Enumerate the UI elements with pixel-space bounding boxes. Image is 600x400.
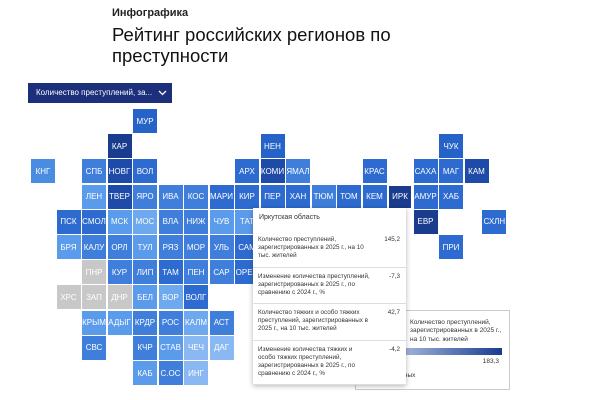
region-tile[interactable]: АРХ (235, 159, 259, 184)
region-tile[interactable]: КУР (107, 260, 132, 285)
region-tile[interactable]: УЛЬ (209, 235, 234, 259)
region-tile[interactable]: ТУЛ (133, 235, 157, 259)
region-tile[interactable]: ВЛА (158, 209, 183, 234)
region-tile[interactable]: БРЯ (56, 235, 81, 259)
region-tile[interactable]: НИЖ (184, 209, 208, 234)
region-tile[interactable]: ХАН (286, 184, 310, 209)
region-tile[interactable]: ПНР (82, 260, 106, 285)
region-tile[interactable]: С.ОС (158, 361, 183, 385)
tooltip-title: Иркутская область (259, 214, 320, 221)
region-tile[interactable]: ХРС (56, 285, 81, 310)
chevron (158, 90, 167, 96)
region-tile[interactable]: ИВА (158, 184, 183, 209)
region-tile[interactable]: ЯРО (133, 184, 157, 209)
row-value: -7,3 (389, 272, 400, 280)
tooltip: Иркутская область Количество преступлени… (253, 208, 406, 386)
region-tile[interactable]: СВС (82, 335, 106, 360)
region-tile[interactable]: КАМ (464, 159, 489, 184)
row-label: Изменение количества преступлений, зарег… (258, 272, 370, 296)
region-tile[interactable]: ВОЛ (133, 159, 157, 184)
region-tile[interactable]: СМОЛ (82, 209, 106, 234)
row-value: -4,2 (389, 345, 400, 353)
region-tile[interactable]: ТОМ (337, 184, 361, 209)
region-tile[interactable]: ПСК (56, 209, 81, 234)
region-tile[interactable]: ДНР (107, 285, 132, 310)
region-tile[interactable]: ОРЛ (107, 235, 132, 259)
region-tile[interactable]: МСК (107, 209, 132, 234)
tooltip-row: Изменение количества тяжких и особо тяжк… (253, 341, 406, 386)
row-label: Количество тяжких и особо тяжких преступ… (258, 309, 369, 333)
region-tile[interactable]: ЕВР (413, 209, 438, 234)
region-tile[interactable]: АСТ (209, 310, 234, 335)
region-tile[interactable]: ПЕН (184, 260, 208, 285)
region-tile[interactable]: ИРК (388, 184, 412, 209)
region-tile[interactable]: АДЫГ (107, 310, 132, 335)
row-label: Количество преступлений, зарегистрирован… (258, 236, 364, 260)
row-value: 42,7 (387, 309, 400, 317)
region-tile[interactable]: ТЮМ (311, 184, 336, 209)
region-tile[interactable]: ПЕР (260, 184, 285, 209)
legend-gradient (362, 348, 502, 355)
region-tile[interactable]: СПБ (82, 159, 106, 184)
region-tile[interactable]: КНГ (31, 159, 55, 184)
region-tile[interactable]: ЛИП (133, 260, 157, 285)
dropdown[interactable]: Количество преступлений, за... (28, 83, 172, 103)
region-tile[interactable]: РЯЗ (158, 235, 183, 259)
region-tile[interactable]: МУР (133, 109, 157, 133)
region-tile[interactable]: ХАБ (439, 184, 463, 209)
region-tile[interactable]: ЗАП (82, 285, 106, 310)
legend-title: Количество преступлений, зарегистрирован… (410, 319, 502, 343)
region-tile[interactable]: КАЛМ (184, 310, 208, 335)
region-tile[interactable]: ИНГ (184, 361, 208, 385)
region-tile[interactable]: ЧУВ (209, 209, 234, 234)
region-tile[interactable]: НОВГ (107, 159, 132, 184)
region-tile[interactable]: ПРИ (439, 235, 463, 259)
region-tile[interactable]: САХА (413, 159, 438, 184)
region-tile[interactable]: КРЫМ (82, 310, 106, 335)
region-tile[interactable]: БЕЛ (133, 285, 157, 310)
region-tile[interactable]: АМУР (413, 184, 438, 209)
region-tile[interactable]: ЛЕН (82, 184, 106, 209)
region-tile[interactable]: КРАС (362, 159, 387, 184)
region-tile[interactable]: НЕН (260, 134, 285, 159)
region-tile[interactable]: ВОР (158, 285, 183, 310)
legend-max: 183,3 (482, 358, 499, 365)
region-tile[interactable]: САР (209, 260, 234, 285)
kicker: Инфографика (112, 7, 189, 19)
tooltip-row: Изменение количества преступлений, зарег… (253, 268, 406, 305)
title: Рейтинг российских регионов по преступно… (112, 24, 391, 66)
region-tile[interactable]: ЧУК (439, 134, 463, 159)
region-tile[interactable]: СХЛН (482, 209, 507, 234)
region-tile[interactable]: МАГ (439, 159, 463, 184)
region-tile[interactable]: КРДР (133, 310, 157, 335)
region-tile[interactable]: КАБ (133, 361, 157, 385)
region-tile[interactable]: МОС (133, 209, 157, 234)
region-tile[interactable]: КЕМ (362, 184, 387, 209)
region-tile[interactable]: КЧР (133, 335, 157, 360)
tooltip-row: Количество преступлений, зарегистрирован… (253, 231, 406, 268)
region-tile[interactable]: ЯМАЛ (286, 159, 310, 184)
region-tile[interactable]: РОС (158, 310, 183, 335)
row-value: 145,2 (384, 236, 400, 243)
region-tile[interactable]: ДАГ (209, 335, 234, 360)
region-tile[interactable]: ТВЕР (107, 184, 132, 209)
region-tile[interactable]: ЧЕЧ (184, 335, 208, 360)
region-tile[interactable]: МОР (184, 235, 208, 259)
tooltip-row: Количество тяжких и особо тяжких преступ… (253, 304, 406, 341)
region-tile[interactable]: КОМИ (260, 159, 285, 184)
region-tile[interactable]: КИР (235, 184, 259, 209)
region-tile[interactable]: МАРИ (209, 184, 234, 209)
region-tile[interactable]: ВОЛГ (184, 285, 208, 310)
dropdown-label: Количество преступлений, за... (36, 88, 153, 97)
region-tile[interactable]: КОС (184, 184, 208, 209)
row-label: Изменение количества тяжких и особо тяжк… (258, 345, 355, 378)
region-tile[interactable]: ТАМ (158, 260, 183, 285)
region-tile[interactable]: КАР (107, 134, 132, 159)
region-tile[interactable]: КАЛУ (82, 235, 106, 259)
region-tile[interactable]: СТАВ (158, 335, 183, 360)
